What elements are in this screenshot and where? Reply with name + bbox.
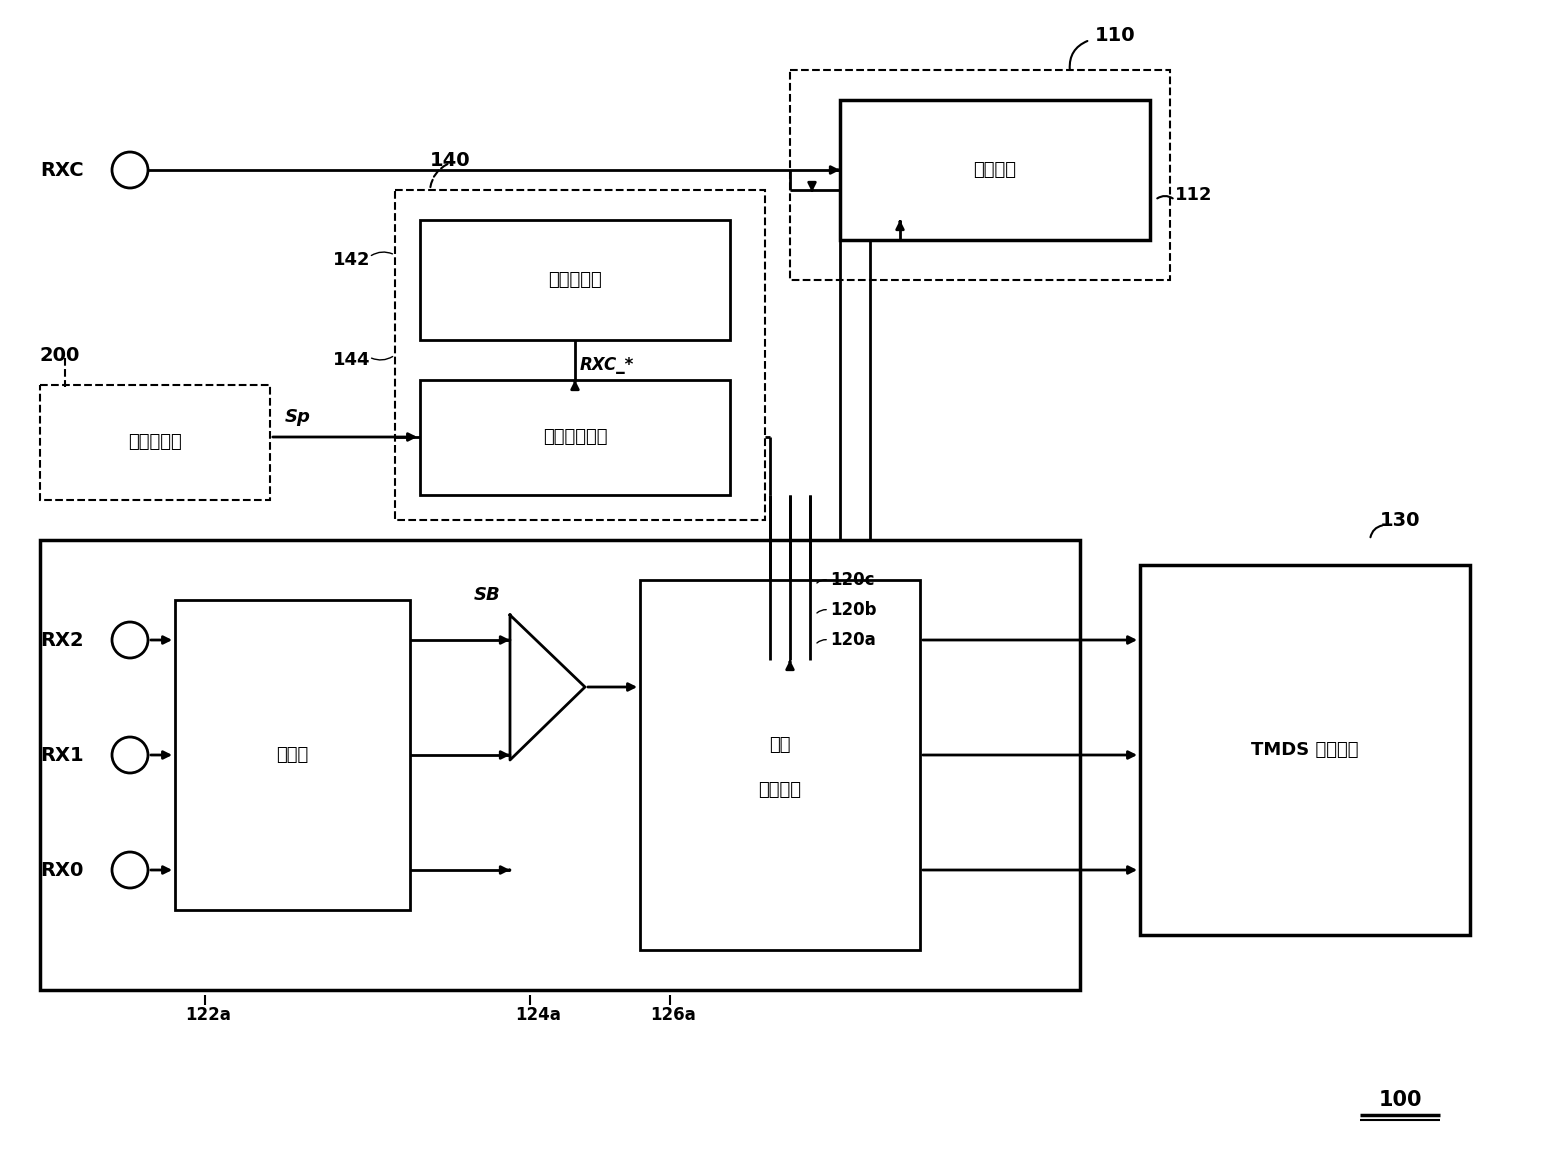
Text: 120a: 120a	[831, 631, 875, 649]
Text: 120b: 120b	[831, 601, 877, 619]
Text: 126a: 126a	[650, 1006, 695, 1024]
Bar	[421, 380, 730, 495]
Bar	[176, 600, 410, 910]
Text: 信号产生器: 信号产生器	[128, 433, 182, 451]
Text: RXC_*: RXC_*	[579, 356, 635, 374]
Text: RX1: RX1	[40, 746, 83, 764]
Text: 144: 144	[333, 351, 370, 369]
Bar	[791, 70, 1170, 280]
Text: 频率合成器: 频率合成器	[549, 270, 603, 289]
Text: 恢复单元: 恢复单元	[758, 782, 801, 799]
Bar	[40, 540, 1080, 990]
Text: 112: 112	[1174, 186, 1213, 204]
Bar	[421, 220, 730, 340]
Polygon shape	[510, 615, 586, 760]
Text: Sp: Sp	[285, 407, 311, 426]
Text: 130: 130	[1381, 511, 1421, 529]
Text: RX0: RX0	[40, 861, 83, 879]
Bar	[640, 580, 920, 950]
Bar	[394, 190, 764, 520]
Text: RXC: RXC	[40, 160, 83, 180]
Text: 122a: 122a	[185, 1006, 231, 1024]
Text: 124a: 124a	[515, 1006, 561, 1024]
Text: 均衡器: 均衡器	[276, 746, 308, 764]
Bar	[1140, 565, 1470, 935]
Text: 120c: 120c	[831, 571, 874, 589]
Text: 200: 200	[40, 345, 80, 365]
Text: 110: 110	[1096, 25, 1136, 45]
Bar	[840, 100, 1150, 241]
Text: SB: SB	[473, 586, 499, 604]
Text: 100: 100	[1378, 1090, 1422, 1110]
Text: TMDS 解码单元: TMDS 解码单元	[1251, 741, 1359, 759]
Text: 140: 140	[430, 151, 470, 169]
Text: 逻辑运算单元: 逻辑运算单元	[542, 428, 607, 445]
Text: 锁相回路: 锁相回路	[974, 161, 1017, 180]
Bar	[40, 384, 270, 500]
Text: 数据: 数据	[769, 735, 791, 754]
Text: 142: 142	[333, 251, 370, 269]
Text: RX2: RX2	[40, 631, 83, 649]
